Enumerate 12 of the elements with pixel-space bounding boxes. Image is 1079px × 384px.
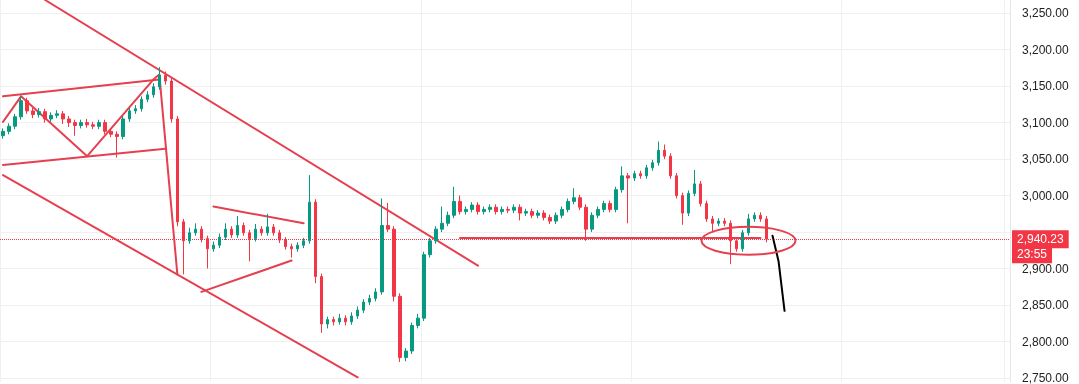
y-tick-label: 2,800.00 xyxy=(1022,334,1070,349)
y-tick-label: 2,750.00 xyxy=(1022,371,1070,384)
y-tick-label: 3,150.00 xyxy=(1022,79,1070,94)
y-tick-label: 3,050.00 xyxy=(1022,152,1070,167)
y-tick-label: 2,900.00 xyxy=(1022,261,1070,276)
y-tick-label: 2,850.00 xyxy=(1022,298,1070,313)
ref-line-label: 2,940.23 xyxy=(1017,232,1065,247)
text: 23:55 xyxy=(1017,247,1048,262)
y-tick-label: 3,100.00 xyxy=(1022,115,1070,130)
y-tick-label: 3,000.00 xyxy=(1022,188,1070,203)
y-tick-label: 3,200.00 xyxy=(1022,42,1070,57)
y-tick-label: 3,250.00 xyxy=(1022,6,1070,21)
